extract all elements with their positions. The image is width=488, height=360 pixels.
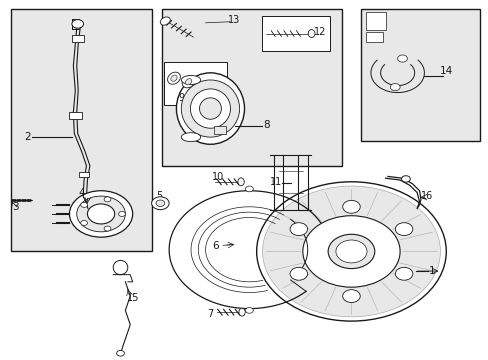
Ellipse shape [113, 260, 127, 275]
Circle shape [335, 240, 366, 263]
Circle shape [389, 84, 399, 91]
Circle shape [245, 307, 253, 313]
Bar [366, 12, 385, 30]
Text: 13: 13 [227, 15, 240, 25]
Circle shape [156, 200, 164, 206]
Text: 14: 14 [439, 66, 452, 76]
Ellipse shape [160, 17, 170, 25]
Circle shape [289, 267, 307, 280]
Ellipse shape [170, 75, 177, 81]
Ellipse shape [181, 80, 239, 137]
Text: 15: 15 [126, 293, 139, 303]
Circle shape [69, 191, 132, 237]
Circle shape [245, 186, 253, 192]
Text: 8: 8 [263, 120, 269, 130]
Circle shape [104, 226, 111, 231]
Text: 3: 3 [12, 202, 18, 212]
Circle shape [118, 211, 125, 216]
Bar [366, 32, 382, 42]
Circle shape [289, 223, 307, 235]
Ellipse shape [182, 76, 195, 88]
Text: 16: 16 [420, 191, 432, 201]
Circle shape [342, 201, 360, 213]
Ellipse shape [239, 308, 244, 316]
Circle shape [302, 216, 399, 287]
Ellipse shape [190, 89, 230, 128]
Circle shape [72, 19, 83, 28]
Circle shape [81, 220, 87, 225]
Ellipse shape [307, 30, 314, 37]
Text: 1: 1 [427, 266, 434, 276]
Circle shape [116, 350, 124, 356]
Text: 12: 12 [313, 27, 325, 37]
Ellipse shape [181, 76, 201, 85]
Ellipse shape [185, 78, 191, 85]
Bar [261, 16, 329, 51]
Circle shape [327, 234, 374, 269]
Circle shape [151, 197, 169, 210]
Bar [162, 9, 341, 166]
Bar [79, 172, 89, 177]
Text: 9: 9 [178, 93, 184, 103]
Circle shape [262, 186, 440, 317]
Ellipse shape [199, 98, 221, 119]
Circle shape [77, 196, 125, 232]
Bar [214, 126, 225, 134]
Circle shape [104, 197, 111, 202]
Text: 10: 10 [211, 172, 224, 182]
Circle shape [81, 202, 87, 207]
Text: 2: 2 [24, 132, 30, 142]
Circle shape [87, 204, 115, 224]
Circle shape [342, 290, 360, 302]
Text: 7: 7 [207, 309, 213, 319]
Bar [164, 62, 227, 105]
Bar [69, 112, 81, 118]
Circle shape [397, 55, 407, 62]
Ellipse shape [176, 73, 244, 144]
Ellipse shape [167, 72, 180, 84]
Ellipse shape [181, 133, 201, 141]
Circle shape [401, 176, 409, 182]
Ellipse shape [238, 178, 244, 186]
Bar [11, 9, 152, 251]
Circle shape [394, 267, 412, 280]
Circle shape [256, 182, 446, 321]
Circle shape [394, 223, 412, 235]
Text: 6: 6 [212, 241, 218, 251]
Bar [72, 35, 84, 42]
Text: 11: 11 [269, 177, 282, 187]
Bar [361, 9, 479, 141]
Text: 5: 5 [156, 191, 162, 201]
Text: 4: 4 [78, 188, 85, 198]
